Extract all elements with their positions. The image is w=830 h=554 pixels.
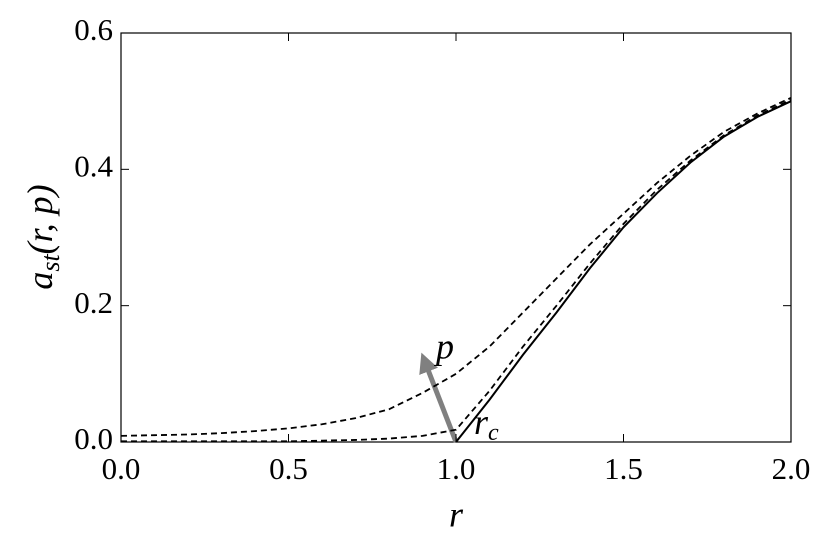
x-tick-label: 0.0 — [102, 451, 141, 486]
y-label-base: a — [20, 272, 60, 290]
x-tick-label: 1.0 — [437, 451, 476, 486]
y-label-rest: (r, p) — [20, 184, 60, 254]
y-label-sub: st — [36, 254, 65, 272]
x-tick-label: 1.5 — [604, 451, 643, 486]
y-axis-label: ast(r, p) — [20, 184, 65, 289]
point-label-base: r — [474, 402, 489, 442]
point-label-sub: c — [488, 420, 499, 446]
arrow — [419, 352, 459, 443]
y-tick-label: 0.4 — [74, 148, 113, 183]
x-tick-label: 2.0 — [772, 451, 811, 486]
line — [121, 98, 792, 443]
x-axis-label: r — [449, 494, 464, 534]
line — [120, 96, 792, 437]
y-tick-label: 0.6 — [74, 12, 113, 47]
x-tick-label: 0.5 — [269, 451, 308, 486]
arrow-label: p — [433, 326, 454, 366]
y-tick-label: 0.2 — [74, 285, 113, 320]
line — [455, 100, 792, 443]
y-tick-label: 0.0 — [74, 421, 113, 456]
point-label: rc — [474, 402, 499, 445]
plot-frame — [120, 32, 792, 443]
